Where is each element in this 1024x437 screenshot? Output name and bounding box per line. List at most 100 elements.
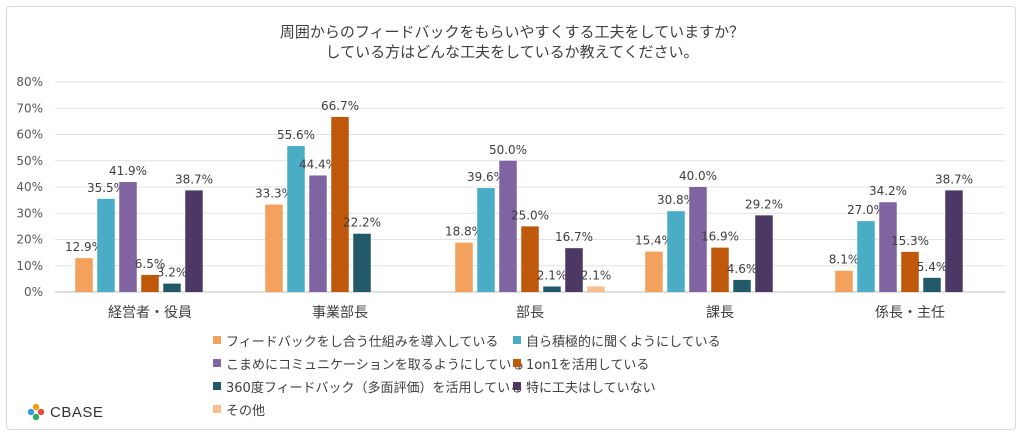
legend-item: 360度フィードバック（多面評価）を活用している [213,376,523,396]
bar [499,160,517,292]
legend-item: 1on1を活用している [513,353,773,373]
x-tick-label: 事業部長 [312,305,368,321]
bar [97,198,115,292]
data-label: 44.4% [299,157,337,171]
data-label: 38.7% [935,172,973,186]
bar [645,251,663,292]
logo-text: CBASE [50,403,104,421]
bar [755,215,773,292]
legend-swatch [213,382,221,390]
bar [565,248,583,292]
legend-label: 1on1を活用している [526,357,650,373]
legend-swatch [213,359,221,367]
data-label: 50.0% [489,143,527,157]
bar [879,202,897,292]
cbase-logo-icon [27,403,45,421]
bar [945,190,963,292]
data-label: 33.3% [255,187,293,201]
x-tick-label: 課長 [706,305,734,321]
data-label: 30.8% [657,193,695,207]
data-label: 16.9% [701,230,739,244]
legend-label: 360度フィードバック（多面評価）を活用している [226,380,524,396]
bar [163,283,181,292]
x-tick-label: 部長 [516,305,544,321]
data-label: 38.7% [175,172,213,186]
y-tick-label: 40% [16,180,43,194]
bar [543,286,561,292]
bar [587,286,605,292]
bar [689,187,707,292]
legend-swatch [513,382,521,390]
bar [835,270,853,292]
bar [309,175,327,292]
data-label: 25.0% [511,208,549,222]
y-tick-label: 70% [16,101,43,115]
data-label: 40.0% [679,169,717,183]
bar [185,190,203,292]
legend-swatch [213,405,221,413]
bar [733,279,751,292]
data-label: 66.7% [321,99,359,113]
data-label: 3.2% [157,266,188,280]
legend-swatch [513,336,521,344]
data-label: 27.0% [847,203,885,217]
bar-chart: 0% 10% 20% 30% 40% 50% 60% 70% 80% 12.9% 35.5% 41.9… [16,75,1005,321]
bar [711,247,729,292]
data-label: 22.2% [343,216,381,230]
y-tick-label: 0% [24,285,43,299]
chart-title-line-1: 周囲からのフィードバックをもらいやすくする工夫をしていますか？ [279,23,745,41]
data-label: 4.6% [727,262,758,276]
legend-label: 特に工夫はしていない [526,380,656,396]
y-tick-label: 30% [16,206,43,220]
data-label: 41.9% [109,164,147,178]
bar [119,182,137,292]
chart-legend: フィードバックをし合う仕組みを導入している 自ら積極的に聞くようにしている こまめに… [213,330,773,419]
legend-item: こまめにコミュニケーションを取るようにしている [213,353,524,373]
data-label: 39.6% [467,170,505,184]
bar [75,258,93,292]
bar [455,242,473,292]
data-label: 15.3% [891,234,929,248]
chart-title-line-2: している方はどんな工夫をしているか教えてください。 [325,43,699,61]
cbase-logo: CBASE [27,403,103,421]
data-label: 55.6% [277,128,315,142]
data-label: 16.7% [555,230,593,244]
legend-label: フィードバックをし合う仕組みを導入している [226,334,499,350]
x-tick-label: 係長・主任 [875,305,945,321]
legend-label: こまめにコミュニケーションを取るようにしている [226,357,525,373]
bar [141,274,159,292]
legend-label: 自ら積極的に聞くようにしている [526,334,721,350]
data-label: 35.5% [87,181,125,195]
x-tick-label: 経営者・役員 [108,305,192,321]
bar [857,221,875,292]
bar [331,116,349,292]
data-label: 2.1% [537,268,568,282]
data-label: 8.1% [829,253,860,267]
y-tick-label: 10% [16,259,43,273]
bar [353,233,371,292]
y-tick-label: 50% [16,154,43,168]
legend-item: その他 [213,399,513,419]
data-label: 34.2% [869,184,907,198]
legend-item: 特に工夫はしていない [513,376,773,396]
legend-item: フィードバックをし合う仕組みを導入している [213,330,513,350]
legend-swatch [513,359,521,367]
data-label: 12.9% [65,240,103,254]
y-tick-label: 80% [16,75,43,89]
y-tick-label: 60% [16,128,43,142]
legend-swatch [213,336,221,344]
data-label: 2.1% [581,268,612,282]
bar [667,211,685,292]
bar [265,204,283,292]
y-tick-label: 20% [16,233,43,247]
data-label: 5.4% [917,260,948,274]
data-label: 29.2% [745,197,783,211]
bar [521,226,539,292]
legend-label: その他 [226,403,266,419]
bar [901,251,919,292]
data-label: 18.8% [445,225,483,239]
data-label: 6.5% [135,257,166,271]
bar [923,277,941,292]
bar [287,146,305,292]
data-label: 15.4% [635,234,673,248]
